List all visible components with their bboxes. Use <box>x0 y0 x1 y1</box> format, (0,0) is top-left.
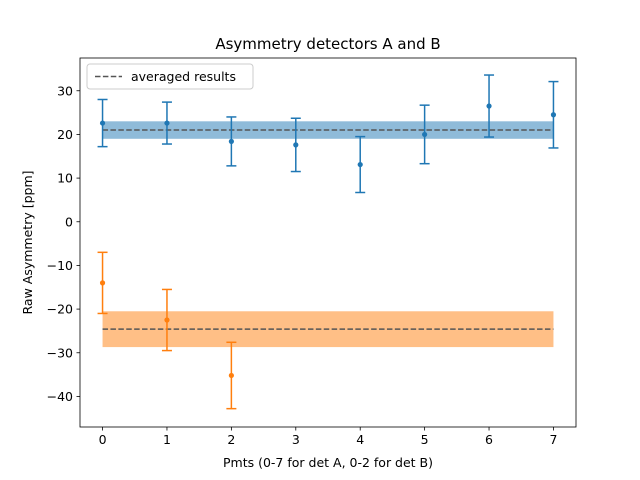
data-point-series0-4 <box>355 135 366 194</box>
x-tick-label: 0 <box>99 432 107 447</box>
x-axis-label: Pmts (0-7 for det A, 0-2 for det B) <box>223 455 433 470</box>
data-point-series0-1 <box>161 101 172 145</box>
x-tick-label: 6 <box>485 432 493 447</box>
y-tick-label: 20 <box>57 127 73 142</box>
x-tick-label: 3 <box>292 432 300 447</box>
marker <box>550 112 557 118</box>
x-tick-label: 7 <box>549 432 557 447</box>
data-point-series0-6 <box>484 74 495 138</box>
marker <box>99 280 106 286</box>
x-tick-label: 2 <box>227 432 235 447</box>
legend: averaged results <box>86 63 254 90</box>
marker <box>164 317 170 323</box>
y-tick-label: −10 <box>47 258 73 273</box>
legend-box <box>86 63 254 90</box>
y-axis-label: Raw Asymmetry [ppm] <box>20 171 35 315</box>
y-tick-label: 0 <box>65 214 73 229</box>
marker <box>422 131 428 138</box>
plot-area <box>97 74 559 410</box>
data-point-series1-1 <box>161 288 172 352</box>
y-tick-label: 30 <box>57 83 73 98</box>
data-point-series0-5 <box>419 104 430 165</box>
data-point-series0-3 <box>290 117 301 173</box>
marker <box>164 120 170 126</box>
y-tick-label: 10 <box>57 171 73 186</box>
chart-title: Asymmetry detectors A and B <box>215 35 440 53</box>
marker <box>99 120 106 126</box>
x-tick-label: 1 <box>163 432 171 447</box>
marker <box>228 372 234 379</box>
data-point-series0-7 <box>548 80 559 149</box>
axes-frame <box>79 57 577 428</box>
y-tick-label: −20 <box>47 302 73 317</box>
marker <box>228 138 234 145</box>
axis-ticks: 0 1 2 3 4 5 6 7 30 20 10 0 −10 −20 −30 −40 <box>47 83 558 447</box>
legend-label-averaged: averaged results <box>131 69 236 84</box>
marker <box>357 161 363 168</box>
data-point-series1-2 <box>226 341 237 410</box>
x-tick-label: 4 <box>356 432 364 447</box>
marker <box>486 103 492 109</box>
y-tick-label: −30 <box>47 345 73 360</box>
x-tick-label: 5 <box>421 432 429 447</box>
data-point-series0-0 <box>97 98 108 148</box>
data-point-series1-0 <box>97 251 108 315</box>
data-point-series0-2 <box>226 116 237 167</box>
y-tick-label: −40 <box>47 389 73 404</box>
marker <box>293 142 299 148</box>
